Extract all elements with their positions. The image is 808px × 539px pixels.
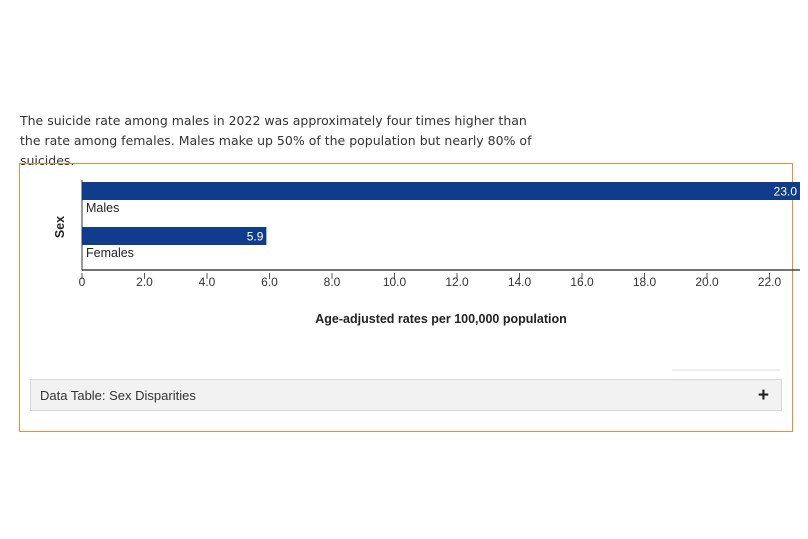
x-tick-label: 2.0 <box>136 275 153 289</box>
x-tick-label: 16.0 <box>570 275 594 289</box>
x-tick-label: 22.0 <box>758 275 782 289</box>
bar-females <box>82 227 267 245</box>
x-tick-label: 6.0 <box>261 275 278 289</box>
data-table-toggle[interactable]: Data Table: Sex Disparities + <box>30 379 782 411</box>
chart-divider <box>672 369 780 371</box>
x-tick-label: 4.0 <box>199 275 216 289</box>
y-axis-title: Sex <box>53 216 67 238</box>
chart-frame <box>19 163 793 432</box>
x-tick-label: 0 <box>79 275 86 289</box>
x-tick-label: 8.0 <box>324 275 341 289</box>
x-tick-label: 12.0 <box>445 275 469 289</box>
x-tick-label: 14.0 <box>508 275 532 289</box>
data-label-females: 5.9 <box>247 230 264 244</box>
category-label-females: Females <box>86 246 134 260</box>
plus-icon[interactable]: + <box>757 384 769 406</box>
category-label-males: Males <box>86 201 119 215</box>
data-label-males: 23.0 <box>774 185 798 199</box>
x-tick-label: 20.0 <box>695 275 719 289</box>
bar-males <box>82 182 800 200</box>
x-tick-label: 18.0 <box>633 275 657 289</box>
data-table-label: Data Table: Sex Disparities <box>40 387 196 403</box>
x-tick-label: 10.0 <box>383 275 407 289</box>
x-axis-title: Age-adjusted rates per 100,000 populatio… <box>315 312 566 326</box>
